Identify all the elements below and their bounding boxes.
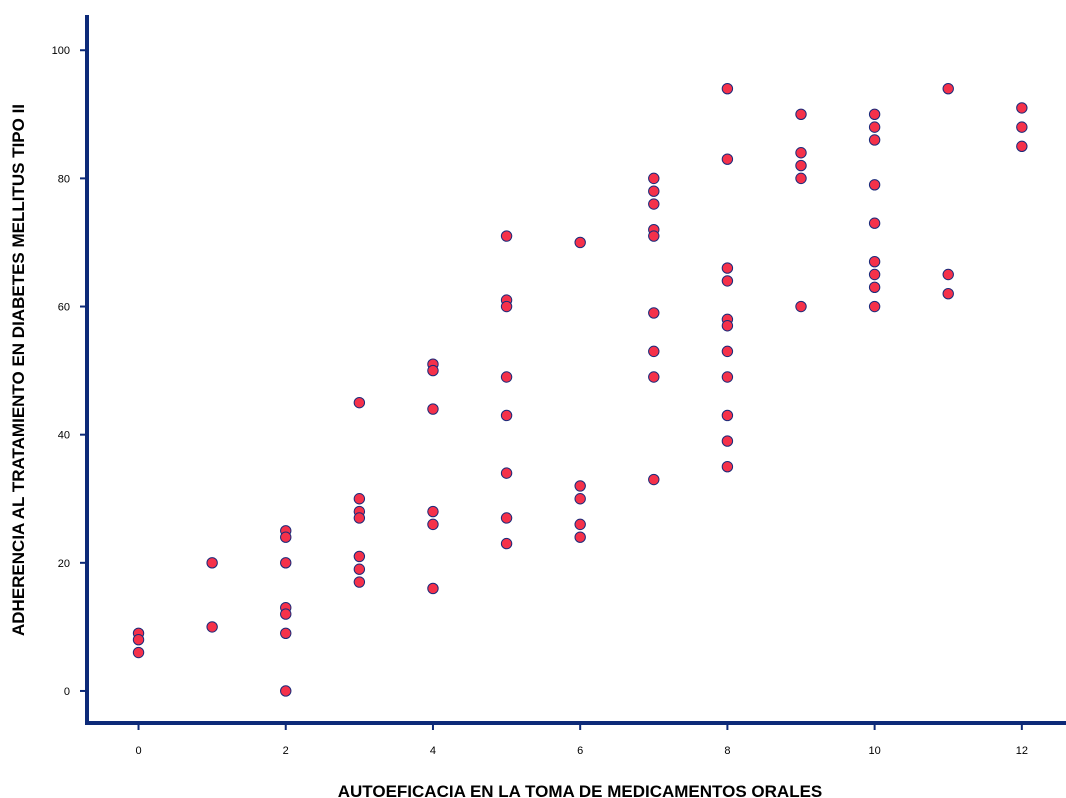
data-point (795, 172, 807, 185)
y-axis-ticks: 0 20 40 60 80 100 (52, 45, 87, 698)
data-point (721, 371, 734, 383)
data-point (795, 300, 807, 313)
y-tick-label: 60 (58, 302, 70, 314)
data-point (868, 217, 881, 229)
data-point (427, 364, 439, 377)
x-axis-title: AUTOEFICACIA EN LA TOMA DE MEDICAMENTOS … (338, 782, 823, 798)
y-tick-label: 80 (58, 173, 70, 185)
data-point (353, 576, 366, 588)
data-point (500, 467, 513, 479)
x-tick-label: 6 (577, 745, 583, 757)
x-tick-label: 0 (135, 745, 141, 757)
data-point (868, 121, 881, 133)
data-point (721, 82, 734, 95)
y-tick-label: 20 (58, 558, 70, 570)
data-point (280, 685, 292, 697)
data-point (795, 159, 807, 172)
data-point (868, 179, 881, 191)
data-point (280, 627, 292, 639)
x-tick-label: 4 (430, 745, 436, 757)
data-point (206, 557, 218, 569)
data-point (721, 262, 734, 274)
y-tick-label: 100 (52, 45, 70, 57)
data-point (648, 345, 660, 358)
data-point (500, 300, 513, 313)
data-point (574, 480, 586, 492)
data-point (721, 461, 734, 473)
data-point (574, 236, 586, 249)
data-point (868, 134, 881, 146)
data-point (721, 345, 734, 358)
x-tick-label: 12 (1016, 745, 1028, 757)
data-point (721, 320, 734, 332)
data-point (868, 300, 881, 313)
data-point (132, 634, 145, 646)
data-point (868, 255, 881, 268)
data-point (427, 518, 439, 531)
x-tick-label: 8 (724, 745, 730, 757)
data-point (1016, 102, 1028, 114)
data-point (500, 537, 513, 550)
data-point (648, 198, 660, 210)
data-point (648, 473, 660, 486)
data-point (500, 230, 513, 242)
data-point (574, 518, 586, 531)
data-point (353, 493, 366, 505)
data-point (942, 82, 954, 95)
data-point (868, 108, 881, 121)
data-point (206, 621, 218, 633)
data-point (353, 512, 366, 524)
data-point (500, 371, 513, 383)
data-point (574, 531, 586, 543)
data-point (795, 108, 807, 121)
data-point (1016, 140, 1028, 153)
x-tick-label: 2 (283, 745, 289, 757)
data-point (648, 371, 660, 383)
data-points (132, 82, 1028, 697)
data-point (868, 281, 881, 294)
data-point (721, 409, 734, 422)
data-point (721, 275, 734, 287)
data-point (942, 288, 954, 300)
data-point (427, 403, 439, 415)
data-point (500, 409, 513, 422)
data-point (132, 646, 145, 659)
data-point (795, 147, 807, 159)
data-point (1016, 121, 1028, 133)
data-point (500, 512, 513, 524)
data-point (648, 230, 660, 242)
data-point (721, 435, 734, 447)
data-point (280, 531, 292, 543)
data-point (868, 268, 881, 281)
data-point (648, 172, 660, 185)
data-point (353, 550, 366, 563)
y-axis-title: ADHERENCIA AL TRATAMIENTO EN DIABETES ME… (9, 104, 28, 636)
data-point (574, 493, 586, 505)
x-tick-label: 10 (868, 745, 880, 757)
y-tick-label: 0 (64, 686, 70, 698)
data-point (280, 608, 292, 620)
data-point (648, 307, 660, 319)
y-tick-label: 40 (58, 430, 70, 442)
data-point (427, 505, 439, 518)
x-axis-ticks: 0 2 4 6 8 10 12 (135, 723, 1028, 757)
data-point (353, 396, 366, 409)
data-point (353, 563, 366, 575)
data-point (942, 268, 954, 281)
data-point (721, 153, 734, 165)
data-point (427, 582, 439, 595)
data-point (280, 557, 292, 569)
data-point (648, 185, 660, 197)
